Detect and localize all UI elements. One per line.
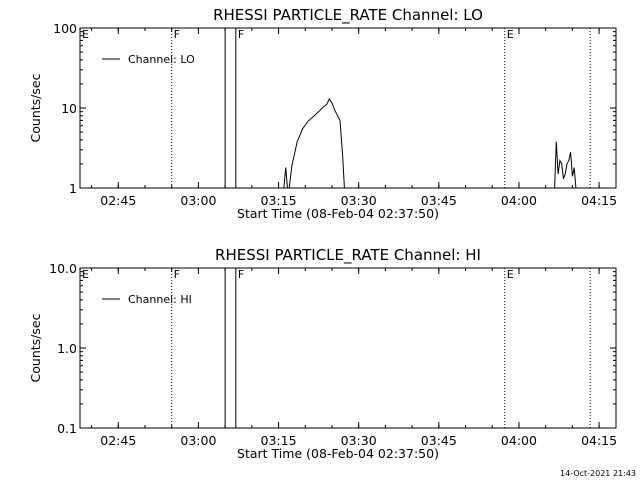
- x-tick-label: 03:45: [421, 433, 457, 448]
- event-marker-label: E: [82, 268, 89, 281]
- legend-label: Channel: LO: [128, 53, 195, 66]
- event-marker-label: E: [507, 28, 514, 41]
- x-tick-label: 02:45: [100, 193, 136, 208]
- x-tick-label: 03:00: [180, 193, 216, 208]
- event-marker-label: F: [238, 28, 244, 41]
- chart-panel-0: RHESSI PARTICLE_RATE Channel: LO 1 10 100 02…: [28, 6, 617, 221]
- y-tick-label: 1: [69, 181, 77, 196]
- x-tick-label: 04:15: [581, 433, 617, 448]
- y-tick-label: 10: [61, 101, 77, 116]
- x-tick-label: 03:15: [261, 193, 297, 208]
- x-tick-label: 03:15: [261, 433, 297, 448]
- y-tick-label: 100: [53, 21, 77, 36]
- x-tick-label: 03:30: [341, 433, 377, 448]
- event-marker-label: E: [82, 28, 89, 41]
- series-line-segment: [554, 141, 577, 189]
- legend-label: Channel: HI: [128, 293, 192, 306]
- event-marker-label: F: [174, 268, 180, 281]
- x-tick-label: 02:45: [100, 433, 136, 448]
- y-tick-label: 0.1: [57, 421, 77, 436]
- event-marker-label: E: [507, 268, 514, 281]
- x-tick-label: 04:15: [581, 193, 617, 208]
- x-tick-label: 03:30: [341, 193, 377, 208]
- x-tick-label: 04:00: [501, 193, 537, 208]
- chart-title: RHESSI PARTICLE_RATE Channel: HI: [215, 246, 481, 265]
- chart-title: RHESSI PARTICLE_RATE Channel: LO: [213, 6, 483, 25]
- x-axis-label: Start Time (08-Feb-04 02:37:50): [237, 446, 439, 461]
- y-tick-label: 10.0: [49, 261, 77, 276]
- timestamp-label: 14-Oct-2021 21:43: [560, 469, 636, 478]
- event-marker-label: F: [174, 28, 180, 41]
- event-marker-label: F: [238, 268, 244, 281]
- y-axis-label: Counts/sec: [28, 73, 43, 142]
- x-tick-label: 03:45: [421, 193, 457, 208]
- y-axis-label: Counts/sec: [28, 313, 43, 382]
- series-line-segment: [283, 97, 345, 189]
- chart-panel-1: RHESSI PARTICLE_RATE Channel: HI 0.1 1.0 10…: [28, 246, 617, 461]
- x-tick-label: 03:00: [180, 433, 216, 448]
- y-tick-label: 1.0: [57, 341, 77, 356]
- x-axis-label: Start Time (08-Feb-04 02:37:50): [237, 206, 439, 221]
- x-tick-label: 04:00: [501, 433, 537, 448]
